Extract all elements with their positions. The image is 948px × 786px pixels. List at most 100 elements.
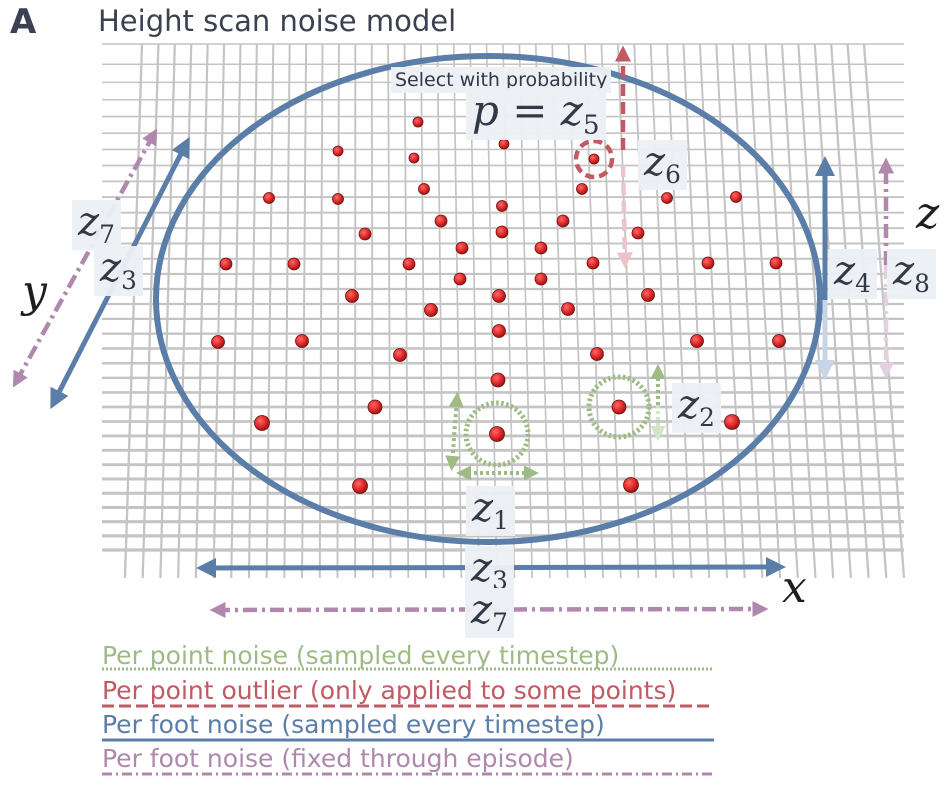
grid-line xyxy=(123,43,144,579)
scan-point xyxy=(588,153,600,165)
label-z8: z8 xyxy=(887,249,936,299)
scan-point xyxy=(586,256,600,270)
scan-point xyxy=(412,116,424,128)
legend-per-point-outlier: Per point outlier (only applied to some … xyxy=(102,676,677,705)
grid-line xyxy=(370,43,374,579)
scan-point xyxy=(496,200,508,212)
scan-point xyxy=(453,272,467,286)
grid-line xyxy=(436,43,445,579)
scan-point xyxy=(434,214,448,228)
scan-point xyxy=(701,256,715,270)
prob-var: p xyxy=(472,86,499,135)
grid-line xyxy=(420,43,427,579)
grid-line xyxy=(283,43,291,579)
label-z6: z6 xyxy=(638,140,687,190)
grid-line xyxy=(265,43,275,579)
grid-line xyxy=(731,43,764,579)
label-z7-left: z7 xyxy=(72,200,121,250)
scan-point xyxy=(495,225,509,239)
scan-point xyxy=(263,192,275,204)
grid-line xyxy=(748,43,782,579)
label-z2: z2 xyxy=(672,383,721,433)
grid-line xyxy=(633,43,658,579)
legend-per-point-noise: Per point noise (sampled every timestep) xyxy=(102,641,620,670)
scan-point xyxy=(219,257,233,271)
grid-line xyxy=(452,43,463,579)
grid-line xyxy=(764,43,799,579)
grid-line xyxy=(159,43,176,579)
scan-point xyxy=(492,324,506,338)
legend-per-foot-noise: Per foot noise (sampled every timestep) xyxy=(102,710,605,739)
scan-point xyxy=(211,335,225,349)
label-z7-bottom: z7 xyxy=(465,588,514,638)
label-z3-bottom: z3 xyxy=(465,546,514,596)
z-axis-label: z xyxy=(916,188,940,239)
scan-point xyxy=(352,478,368,494)
grid-line xyxy=(715,43,746,579)
scan-point xyxy=(576,183,588,195)
grid-line xyxy=(336,43,340,579)
scan-point xyxy=(534,272,548,286)
panel-letter: A xyxy=(10,2,37,42)
x-axis-label: x xyxy=(782,562,807,613)
probability-equation: p = z5 xyxy=(466,86,606,141)
grid-line xyxy=(846,43,888,579)
diagram-title: Height scan noise model xyxy=(98,4,457,38)
scan-point xyxy=(690,334,704,348)
scan-point xyxy=(489,426,505,442)
scan-point xyxy=(332,145,344,157)
grid-line xyxy=(230,43,242,579)
per-point-noise-marker-1 xyxy=(445,391,540,481)
scan-point xyxy=(623,477,639,493)
select-probability-text: Select with probability xyxy=(391,67,612,93)
z7-y-arrow xyxy=(12,128,158,388)
grid-line xyxy=(813,43,852,579)
scan-point xyxy=(769,256,783,270)
prob-z: z xyxy=(560,86,583,135)
scan-point xyxy=(295,334,309,348)
grid-line xyxy=(301,43,308,579)
scan-point xyxy=(492,289,506,303)
grid-line xyxy=(698,43,728,579)
scan-point xyxy=(332,193,344,205)
prob-eq-sign: = xyxy=(498,86,561,135)
scan-point xyxy=(631,226,645,240)
grid-line xyxy=(212,43,226,579)
scan-points xyxy=(211,116,786,494)
scan-point xyxy=(345,289,359,303)
label-z4: z4 xyxy=(828,249,877,299)
scan-point xyxy=(393,348,407,362)
grid-line xyxy=(830,43,870,579)
outlier-marker xyxy=(573,45,633,269)
ground-grid xyxy=(102,43,906,579)
scan-point xyxy=(534,241,548,255)
grid-line xyxy=(247,43,258,579)
grid-line xyxy=(387,43,392,579)
grid-line xyxy=(666,43,693,579)
grid-line xyxy=(780,43,817,579)
grid-line xyxy=(797,43,835,579)
prob-z-sub: 5 xyxy=(582,110,600,141)
scan-point xyxy=(498,138,510,150)
scan-point xyxy=(402,257,416,271)
scan-point xyxy=(772,334,786,348)
scan-point xyxy=(254,415,270,431)
scan-point xyxy=(556,214,570,228)
scan-point xyxy=(724,414,740,430)
grid-line xyxy=(403,43,410,579)
scan-point xyxy=(455,241,469,255)
label-z1: z1 xyxy=(466,486,515,536)
scan-point xyxy=(418,183,430,195)
grid-line xyxy=(318,43,324,579)
scan-point xyxy=(490,372,506,388)
scan-point xyxy=(367,399,383,415)
y-axis-label: y xyxy=(22,266,47,317)
grid-line xyxy=(682,43,711,579)
scan-point xyxy=(358,227,372,241)
grid-line xyxy=(649,43,675,579)
scan-point xyxy=(287,257,301,271)
scan-point xyxy=(590,347,604,361)
scan-point xyxy=(641,288,655,302)
